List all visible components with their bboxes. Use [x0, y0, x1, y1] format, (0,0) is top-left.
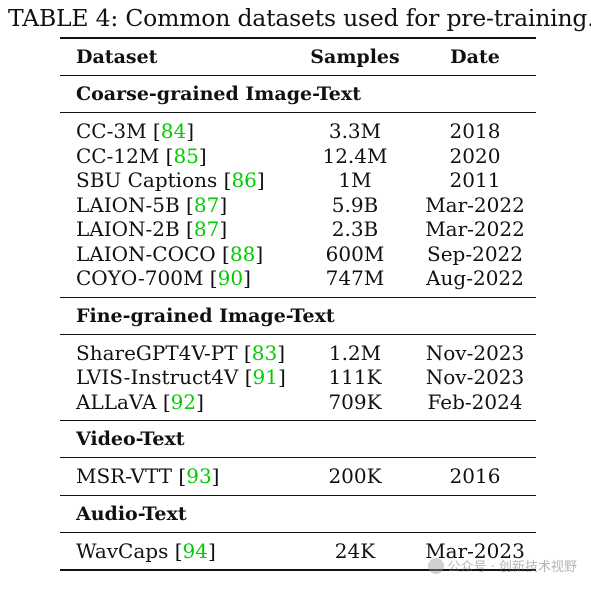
dataset-name: LVIS-Instruct4V	[76, 365, 239, 389]
dataset-name-cell: SBU Captions [86]	[76, 168, 265, 192]
dataset-name-cell: LAION-COCO [88]	[76, 241, 264, 266]
date-cell: Aug-2022	[426, 266, 524, 290]
date-cell: 2016	[449, 464, 501, 488]
dataset-name: MSR-VTT	[76, 464, 173, 488]
date-cell: Feb-2024	[427, 389, 523, 414]
bottom-rule	[60, 569, 536, 571]
dataset-name: ShareGPT4V-PT	[76, 340, 238, 365]
table-row: LVIS-Instruct4V [91] 111K Nov-2023	[60, 365, 536, 390]
samples-cell: 709K	[328, 389, 382, 414]
header-dataset: Dataset	[76, 46, 158, 68]
dataset-name-cell: WavCaps [94]	[76, 538, 216, 563]
dataset-name-cell: LAION-5B [87]	[76, 192, 228, 217]
table-row: SBU Captions [86] 1M 2011	[60, 168, 536, 193]
citation-link[interactable]: 91	[252, 365, 278, 389]
table-row: COYO-700M [90] 747M Aug-2022	[60, 266, 536, 291]
citation-link[interactable]: 94	[182, 538, 208, 563]
top-rule	[60, 37, 536, 39]
dataset-name: ALLaVA	[76, 389, 157, 414]
date-cell: 2020	[449, 143, 501, 168]
citation-link[interactable]: 84	[160, 119, 187, 143]
header-row: Dataset Samples Date	[60, 39, 536, 75]
dataset-name: CC-3M	[76, 119, 147, 143]
table-row: CC-12M [85] 12.4M 2020	[60, 144, 536, 169]
samples-cell: 747M	[325, 266, 385, 290]
section-title: Video-Text	[76, 428, 185, 450]
table-row: MSR-VTT [93] 200K 2016	[60, 464, 536, 489]
dataset-name: LAION-5B	[76, 192, 180, 217]
section-end-rule	[60, 420, 536, 421]
samples-cell: 2.3B	[331, 217, 379, 241]
samples-cell: 5.9B	[331, 192, 379, 217]
samples-cell: 12.4M	[322, 143, 388, 168]
citation-link[interactable]: 90	[217, 266, 244, 290]
table-row: LAION-COCO [88] 600M Sep-2022	[60, 242, 536, 267]
header-samples: Samples	[310, 46, 400, 68]
watermark-text: 公众号 · 创新技术视野	[447, 560, 577, 575]
date-cell: Mar-2022	[425, 217, 525, 241]
table-row: CC-3M [84] 3.3M 2018	[60, 119, 536, 144]
section-title: Audio-Text	[76, 502, 187, 525]
table-body: Coarse-grained Image-Text CC-3M [84] 3.3M 2…	[60, 76, 536, 569]
date-cell: Mar-2023	[425, 538, 525, 563]
dataset-name-cell: MSR-VTT [93]	[76, 464, 220, 488]
citation-link[interactable]: 88	[229, 241, 256, 266]
samples-cell: 1.2M	[328, 340, 382, 365]
samples-cell: 1M	[338, 168, 372, 192]
date-cell: Mar-2022	[425, 192, 525, 217]
section-rule	[60, 531, 536, 533]
citation-link[interactable]: 85	[173, 143, 199, 168]
dataset-name: COYO-700M	[76, 266, 204, 290]
citation-link[interactable]: 83	[251, 340, 278, 365]
samples-cell: 3.3M	[328, 119, 382, 143]
date-cell: 2018	[449, 119, 501, 143]
section-rule	[60, 457, 536, 458]
samples-cell: 200K	[328, 464, 382, 488]
dataset-name-cell: CC-3M [84]	[76, 119, 195, 143]
citation-link[interactable]: 92	[170, 389, 197, 414]
samples-cell: 24K	[334, 538, 376, 563]
dataset-name: SBU Captions	[76, 168, 218, 192]
section-end-rule	[60, 296, 536, 298]
datasets-table: Dataset Samples Date Coarse-grained Imag…	[60, 37, 536, 571]
samples-cell: 111K	[328, 365, 382, 389]
dataset-name: LAION-2B	[76, 217, 180, 241]
date-cell: Sep-2022	[427, 241, 523, 266]
section-title: Fine-grained Image-Text	[76, 304, 335, 327]
samples-cell: 600M	[325, 241, 385, 266]
table-row: ALLaVA [92] 709K Feb-2024	[60, 390, 536, 415]
dataset-name-cell: CC-12M [85]	[76, 143, 207, 168]
header-date: Date	[450, 46, 500, 68]
table-row: LAION-5B [87] 5.9B Mar-2022	[60, 193, 536, 218]
dataset-name: CC-12M	[76, 143, 160, 168]
citation-link[interactable]: 86	[231, 168, 257, 192]
wechat-icon	[427, 557, 444, 574]
table-row: WavCaps [94] 24K Mar-2023	[60, 539, 536, 564]
date-cell: Nov-2023	[425, 365, 525, 389]
watermark: 公众号 · 创新技术视野	[427, 556, 577, 575]
table-row: ShareGPT4V-PT [83] 1.2M Nov-2023	[60, 341, 536, 366]
citation-link[interactable]: 87	[193, 217, 220, 241]
citation-link[interactable]: 87	[193, 192, 220, 217]
dataset-name-cell: LVIS-Instruct4V [91]	[76, 365, 286, 389]
dataset-name-cell: COYO-700M [90]	[76, 266, 251, 290]
section-rule	[60, 112, 536, 113]
dataset-name-cell: ALLaVA [92]	[76, 389, 204, 414]
table-caption: TABLE 4: Common datasets used for pre-tr…	[8, 4, 591, 32]
header-rule	[60, 75, 536, 76]
section-title: Coarse-grained Image-Text	[76, 83, 361, 105]
dataset-name-cell: ShareGPT4V-PT [83]	[76, 340, 285, 365]
date-cell: Nov-2023	[425, 340, 525, 365]
citation-link[interactable]: 93	[186, 464, 212, 488]
dataset-name-cell: LAION-2B [87]	[76, 217, 228, 241]
dataset-name: LAION-COCO	[76, 241, 216, 266]
table-row: LAION-2B [87] 2.3B Mar-2022	[60, 217, 536, 242]
section-end-rule	[60, 494, 536, 496]
dataset-name: WavCaps	[76, 538, 169, 563]
section-rule	[60, 333, 536, 335]
date-cell: 2011	[449, 168, 501, 192]
